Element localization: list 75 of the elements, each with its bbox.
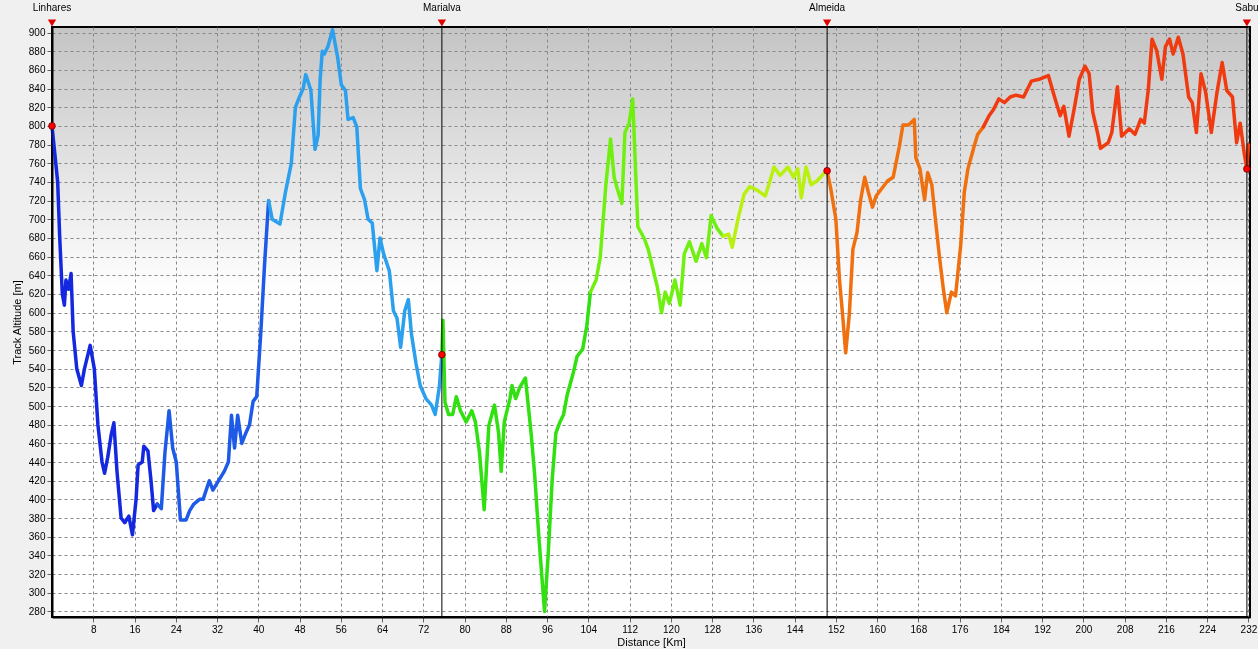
y-tick-label: 360 bbox=[28, 531, 46, 543]
y-tick-label: 800 bbox=[28, 120, 46, 132]
x-axis-title: Distance [Km] bbox=[617, 635, 686, 648]
x-tick-label: 120 bbox=[663, 623, 681, 635]
y-tick-label: 480 bbox=[28, 419, 46, 431]
y-tick-label: 860 bbox=[28, 64, 46, 76]
x-tick-label: 232 bbox=[1240, 623, 1258, 635]
x-tick-label: 152 bbox=[828, 623, 846, 635]
y-tick-label: 420 bbox=[28, 475, 46, 487]
y-tick-label: 680 bbox=[28, 232, 46, 244]
x-tick-label: 88 bbox=[500, 623, 513, 635]
x-tick-label: 176 bbox=[951, 623, 969, 635]
y-tick-label: 600 bbox=[28, 307, 46, 319]
y-axis-title: Track Altitude [m] bbox=[10, 280, 23, 365]
y-tick-label: 460 bbox=[28, 437, 46, 449]
x-tick-label: 32 bbox=[211, 623, 224, 635]
x-tick-label: 160 bbox=[869, 623, 887, 635]
x-tick-label: 80 bbox=[459, 623, 472, 635]
x-tick-label: 128 bbox=[704, 623, 722, 635]
line-series bbox=[825, 117, 986, 355]
line-series bbox=[440, 290, 593, 614]
y-tick-label: 740 bbox=[28, 176, 46, 188]
y-tick-label: 500 bbox=[28, 400, 46, 412]
x-tick-label: 112 bbox=[622, 623, 639, 635]
point bbox=[438, 350, 446, 359]
y-tick-label: 900 bbox=[28, 27, 46, 39]
x-tick-label: 224 bbox=[1199, 623, 1217, 635]
x-tick-label: 40 bbox=[253, 623, 265, 635]
y-tick-label: 440 bbox=[28, 456, 46, 468]
y-tick-label: 280 bbox=[28, 605, 46, 617]
x-tick-label: 24 bbox=[170, 623, 183, 635]
x-tick-label: 192 bbox=[1034, 623, 1052, 635]
point bbox=[823, 167, 831, 175]
x-tick-label: 8 bbox=[90, 623, 97, 635]
y-tick-label: 540 bbox=[28, 363, 46, 375]
y-tick-label: 560 bbox=[28, 344, 46, 356]
x-tick-label: 184 bbox=[993, 623, 1011, 635]
y-tick-label: 620 bbox=[28, 288, 46, 300]
point bbox=[1243, 165, 1251, 173]
x-tick-label: 96 bbox=[542, 623, 554, 635]
point bbox=[48, 122, 56, 130]
y-tick-label: 400 bbox=[28, 493, 46, 505]
y-tick-label: 320 bbox=[28, 568, 46, 580]
y-tick-label: 520 bbox=[28, 381, 46, 393]
y-tick-label: 780 bbox=[28, 139, 46, 151]
ref-line-label: Sabu bbox=[1235, 2, 1258, 13]
ref-line-label: Almeida bbox=[809, 2, 846, 13]
y-tick-label: 580 bbox=[28, 325, 46, 337]
x-tick-label: 72 bbox=[418, 623, 430, 635]
x-tick-label: 56 bbox=[335, 623, 348, 635]
y-tick-label: 880 bbox=[28, 45, 46, 57]
y-tick-label: 700 bbox=[28, 213, 46, 225]
y-tick-label: 720 bbox=[28, 195, 46, 207]
line-series bbox=[588, 97, 725, 315]
y-tick-label: 340 bbox=[28, 549, 46, 561]
x-tick-label: 144 bbox=[786, 623, 804, 635]
x-tick-label: 200 bbox=[1075, 623, 1093, 635]
y-tick-label: 380 bbox=[28, 512, 46, 524]
x-tick-label: 64 bbox=[376, 623, 389, 635]
line-series bbox=[266, 28, 444, 417]
y-tick-label: 660 bbox=[28, 251, 46, 263]
x-tick-label: 216 bbox=[1158, 623, 1176, 635]
y-tick-label: 820 bbox=[28, 101, 46, 113]
x-tick-label: 104 bbox=[580, 623, 598, 635]
x-tick-label: 208 bbox=[1116, 623, 1134, 635]
x-tick-label: 136 bbox=[745, 623, 763, 635]
x-tick-label: 48 bbox=[294, 623, 307, 635]
ref-line-label: Marialva bbox=[422, 2, 462, 13]
x-tick-label: 16 bbox=[129, 623, 142, 635]
ref-line-label: Linhares bbox=[32, 2, 72, 13]
y-tick-label: 640 bbox=[28, 269, 46, 281]
y-tick-label: 840 bbox=[28, 83, 46, 95]
y-tick-label: 300 bbox=[28, 587, 46, 599]
y-tick-label: 760 bbox=[28, 157, 46, 169]
x-tick-label: 168 bbox=[910, 623, 928, 635]
